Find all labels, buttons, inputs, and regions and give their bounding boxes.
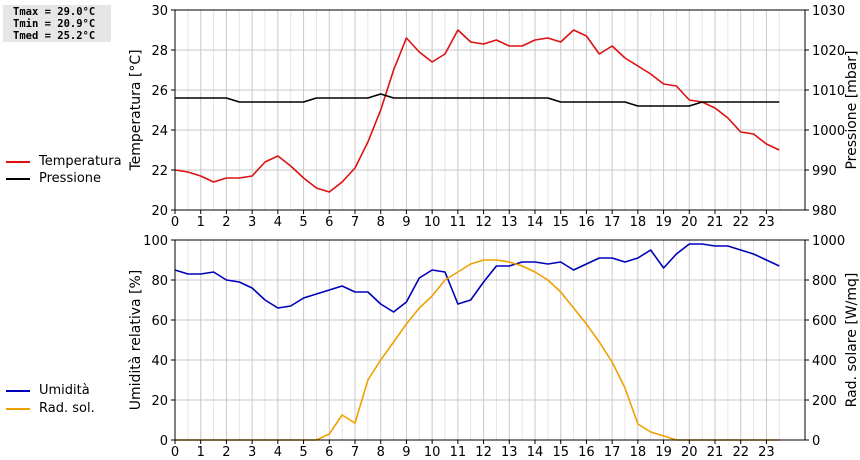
y-tick-label: 60 bbox=[151, 314, 168, 329]
chart-1: 0 1 2 3 4 5 6 7 8 9 10 11 12 13 14 15 16 17 18 19 20 21 22 2302… bbox=[128, 234, 860, 460]
y-tick-label: 20 bbox=[151, 394, 168, 409]
y2-tick-label: 1020 bbox=[812, 44, 845, 59]
x-tick-label: 15 bbox=[552, 445, 569, 460]
series-line-umidit- bbox=[174, 243, 780, 313]
x-tick-label: 15 bbox=[552, 215, 569, 230]
x-tick-label: 7 bbox=[351, 445, 359, 460]
plot-frame bbox=[174, 9, 806, 211]
y2-tick-label: 200 bbox=[812, 394, 837, 409]
x-tick-label: 12 bbox=[475, 445, 492, 460]
x-tick-label: 16 bbox=[578, 215, 595, 230]
y-tick-label: 100 bbox=[143, 234, 168, 249]
x-tick-label: 14 bbox=[527, 215, 544, 230]
x-tick-label: 20 bbox=[681, 445, 698, 460]
y-tick-label: 24 bbox=[151, 124, 168, 139]
x-tick-label: 0 bbox=[171, 215, 179, 230]
temperatura-swatch bbox=[6, 161, 30, 163]
x-tick-label: 17 bbox=[604, 215, 621, 230]
rad-sol-swatch bbox=[6, 408, 30, 410]
x-tick-label: 22 bbox=[732, 445, 749, 460]
y2-tick-label: 1000 bbox=[812, 124, 845, 139]
y-tick-label: 26 bbox=[151, 84, 168, 99]
x-tick-label: 16 bbox=[578, 445, 595, 460]
x-tick-label: 7 bbox=[351, 215, 359, 230]
x-tick-label: 13 bbox=[501, 445, 518, 460]
x-tick-label: 6 bbox=[325, 215, 333, 230]
x-tick-label: 2 bbox=[222, 215, 230, 230]
x-tick-label: 14 bbox=[527, 445, 544, 460]
x-tick-label: 9 bbox=[402, 215, 410, 230]
y2-axis-title: Pressione [mbar] bbox=[844, 50, 860, 169]
legend-label-pressione: Pressione bbox=[39, 171, 102, 186]
x-tick-label: 5 bbox=[299, 445, 307, 460]
x-tick-label: 3 bbox=[248, 445, 256, 460]
x-tick-label: 22 bbox=[732, 215, 749, 230]
y-tick-label: 0 bbox=[160, 434, 168, 449]
y2-tick-label: 1000 bbox=[812, 234, 845, 249]
chart-0: 0 1 2 3 4 5 6 7 8 9 10 11 12 13 14 15 16 17 18 19 20 21 22 2320… bbox=[128, 4, 860, 230]
series-line-temperatura bbox=[174, 29, 780, 193]
x-tick-label: 23 bbox=[758, 215, 775, 230]
series-line-rad-sol- bbox=[175, 259, 780, 441]
x-tick-label: 6 bbox=[325, 445, 333, 460]
y2-tick-label: 990 bbox=[812, 164, 837, 179]
y2-tick-label: 1010 bbox=[812, 84, 845, 99]
legend-label-temperatura: Temperatura bbox=[39, 154, 122, 169]
plot-frame bbox=[174, 239, 806, 441]
x-tick-label: 23 bbox=[758, 445, 775, 460]
y-tick-label: 28 bbox=[151, 44, 168, 59]
y-tick-label: 20 bbox=[151, 204, 168, 219]
y-tick-label: 22 bbox=[151, 164, 168, 179]
y2-axis-title: Rad. solare [W/mq] bbox=[844, 273, 860, 408]
y-tick-label: 80 bbox=[151, 274, 168, 289]
x-tick-label: 10 bbox=[424, 445, 441, 460]
x-tick-label: 13 bbox=[501, 215, 518, 230]
x-tick-label: 11 bbox=[450, 215, 467, 230]
x-tick-label: 19 bbox=[655, 215, 672, 230]
x-tick-label: 1 bbox=[197, 445, 205, 460]
x-tick-label: 19 bbox=[655, 445, 672, 460]
y-tick-label: 30 bbox=[151, 4, 168, 19]
x-tick-label: 8 bbox=[377, 445, 385, 460]
x-tick-label: 21 bbox=[707, 445, 724, 460]
stats-box: Tmax = 29.0°C Tmin = 20.9°C Tmed = 25.2°… bbox=[3, 5, 111, 42]
y-axis-title: Umidità relativa [%] bbox=[128, 270, 144, 411]
y2-tick-label: 600 bbox=[812, 314, 837, 329]
x-tick-label: 10 bbox=[424, 215, 441, 230]
legend-label-umidita: Umidità bbox=[39, 383, 90, 398]
x-tick-label: 3 bbox=[248, 215, 256, 230]
y-axis-title: Temperatura [°C] bbox=[128, 49, 144, 171]
x-tick-label: 4 bbox=[274, 445, 282, 460]
x-tick-label: 20 bbox=[681, 215, 698, 230]
y-tick-label: 40 bbox=[151, 354, 168, 369]
y2-tick-label: 1030 bbox=[812, 4, 845, 19]
y2-tick-label: 980 bbox=[812, 204, 837, 219]
x-tick-label: 11 bbox=[450, 445, 467, 460]
tmed-label: Tmed = 25.2°C bbox=[13, 30, 96, 42]
x-tick-label: 5 bbox=[299, 215, 307, 230]
x-tick-label: 18 bbox=[630, 445, 647, 460]
x-tick-label: 12 bbox=[475, 215, 492, 230]
umidita-swatch bbox=[6, 390, 30, 392]
tmax-label: Tmax = 29.0°C bbox=[13, 6, 96, 18]
x-tick-label: 9 bbox=[402, 445, 410, 460]
pressione-swatch bbox=[6, 178, 30, 180]
tmin-label: Tmin = 20.9°C bbox=[13, 18, 96, 30]
x-tick-label: 17 bbox=[604, 445, 621, 460]
x-tick-label: 21 bbox=[707, 215, 724, 230]
x-tick-label: 18 bbox=[630, 215, 647, 230]
x-tick-label: 0 bbox=[171, 445, 179, 460]
series-line-pressione bbox=[175, 93, 780, 107]
y2-tick-label: 400 bbox=[812, 354, 837, 369]
y2-tick-label: 800 bbox=[812, 274, 837, 289]
x-tick-label: 1 bbox=[197, 215, 205, 230]
x-tick-label: 2 bbox=[222, 445, 230, 460]
y2-tick-label: 0 bbox=[812, 434, 820, 449]
legend-label-rad-sol: Rad. sol. bbox=[39, 401, 95, 416]
x-tick-label: 8 bbox=[377, 215, 385, 230]
x-tick-label: 4 bbox=[274, 215, 282, 230]
